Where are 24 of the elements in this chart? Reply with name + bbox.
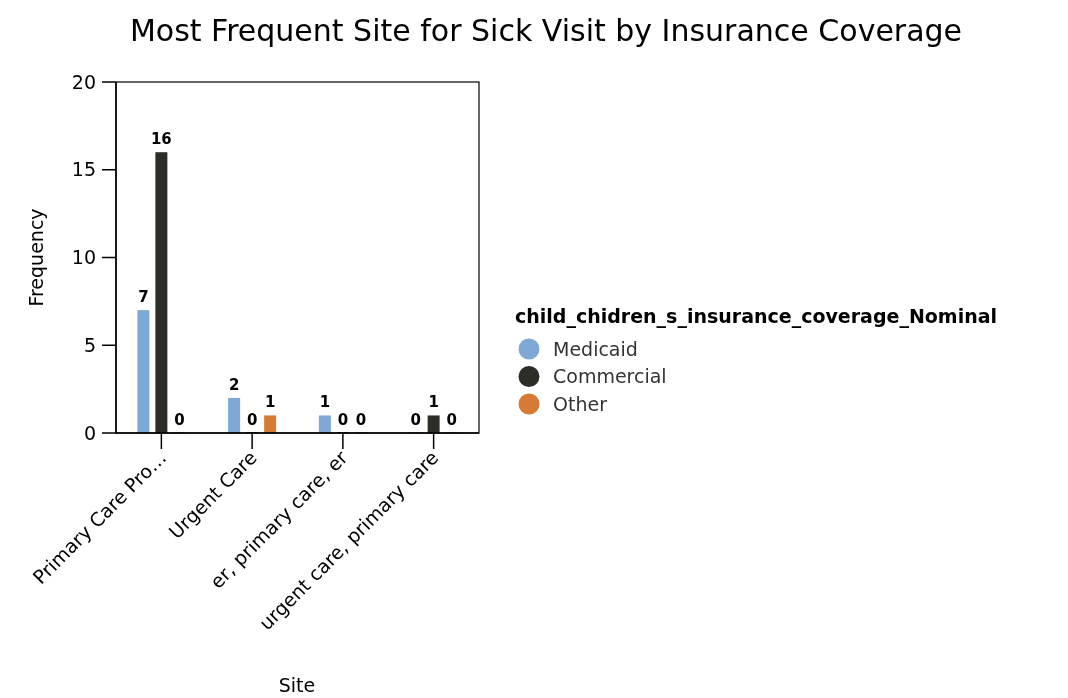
y-tick-label: 0	[83, 421, 96, 444]
y-axis-title: Frequency	[25, 208, 47, 307]
legend-label: Commercial	[553, 365, 667, 388]
data-label: 2	[228, 375, 240, 394]
data-label: 16	[150, 130, 172, 149]
y-tick-label: 5	[83, 333, 96, 356]
legend-label: Other	[553, 392, 608, 415]
data-label: 0	[246, 411, 258, 429]
data-label: 7	[138, 288, 149, 307]
data-label: 0	[337, 411, 349, 429]
y-tick-label: 15	[71, 158, 96, 181]
legend-label: Medicaid	[553, 337, 638, 360]
x-axis-title: Site	[278, 674, 316, 696]
data-label: 1	[264, 393, 276, 412]
data-label: 0	[355, 411, 367, 429]
data-label: 0	[174, 411, 185, 429]
y-tick-label: 10	[71, 246, 96, 269]
data-label: 1	[428, 393, 439, 412]
legend-title: child_chidren_s_insurance_coverage_Nominal	[515, 305, 998, 328]
data-label: 1	[319, 393, 331, 412]
data-label: 0	[446, 411, 457, 429]
text: Most Frequent Site for Sick Visit by Insurance Coverage	[129, 13, 963, 48]
data-label: 0	[410, 411, 421, 429]
y-tick-label: 20	[71, 70, 96, 93]
